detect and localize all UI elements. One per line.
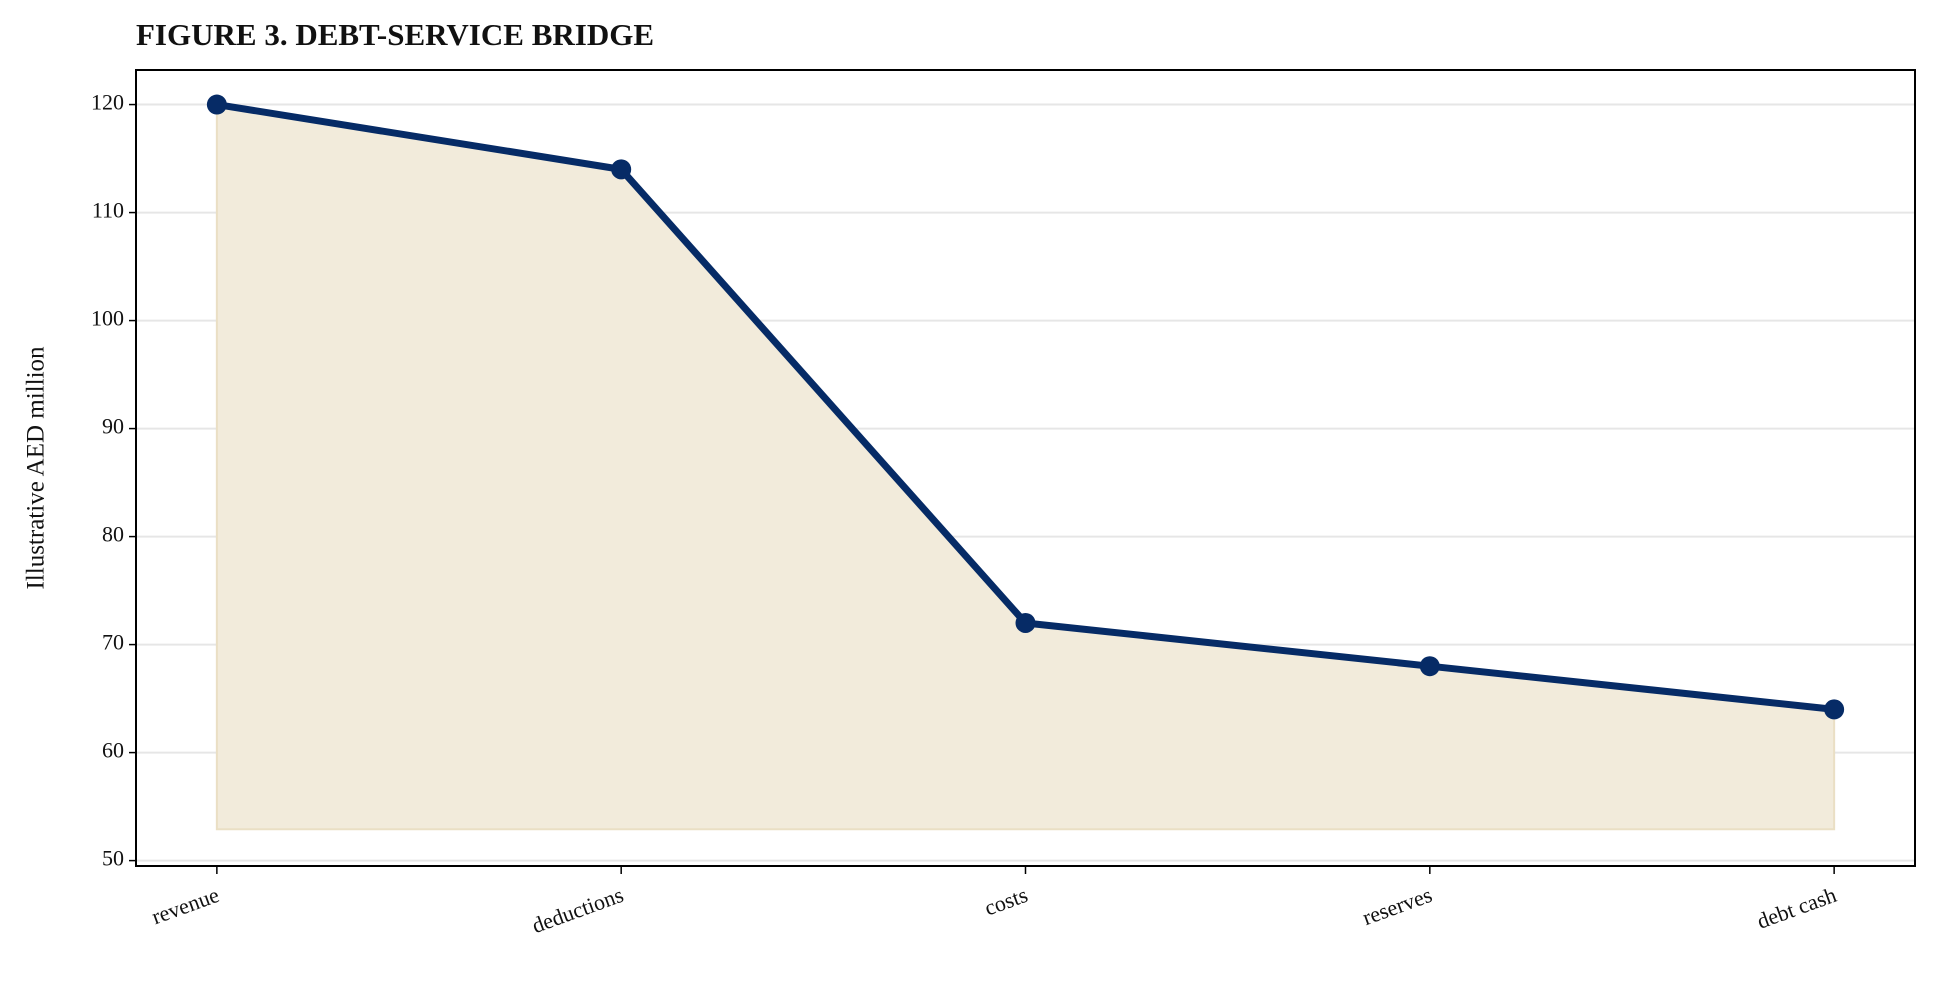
y-tick-label: 100 [91, 306, 124, 331]
x-tick-label: debt cash [1754, 882, 1840, 934]
y-tick-label: 90 [102, 414, 124, 439]
y-axis-label: Illustrative AED million [23, 346, 50, 590]
chart-title: FIGURE 3. DEBT-SERVICE BRIDGE [136, 17, 654, 52]
y-tick-label: 120 [91, 90, 124, 115]
y-tick-label: 110 [92, 198, 124, 223]
point [1824, 699, 1845, 720]
y-tick-label: 60 [102, 738, 124, 763]
x-tick-label: deductions [528, 882, 626, 938]
y-tick-label: 70 [102, 630, 124, 655]
y-tick-label: 80 [102, 522, 124, 547]
point [1015, 612, 1036, 633]
point [1419, 656, 1440, 677]
y-tick-label: 50 [102, 846, 124, 871]
plot-frame [135, 69, 1916, 867]
point [206, 94, 227, 115]
x-tick-label: costs [981, 882, 1031, 921]
x-tick-label: revenue [148, 882, 222, 929]
x-tick-label: reserves [1359, 882, 1435, 930]
point [611, 159, 632, 180]
